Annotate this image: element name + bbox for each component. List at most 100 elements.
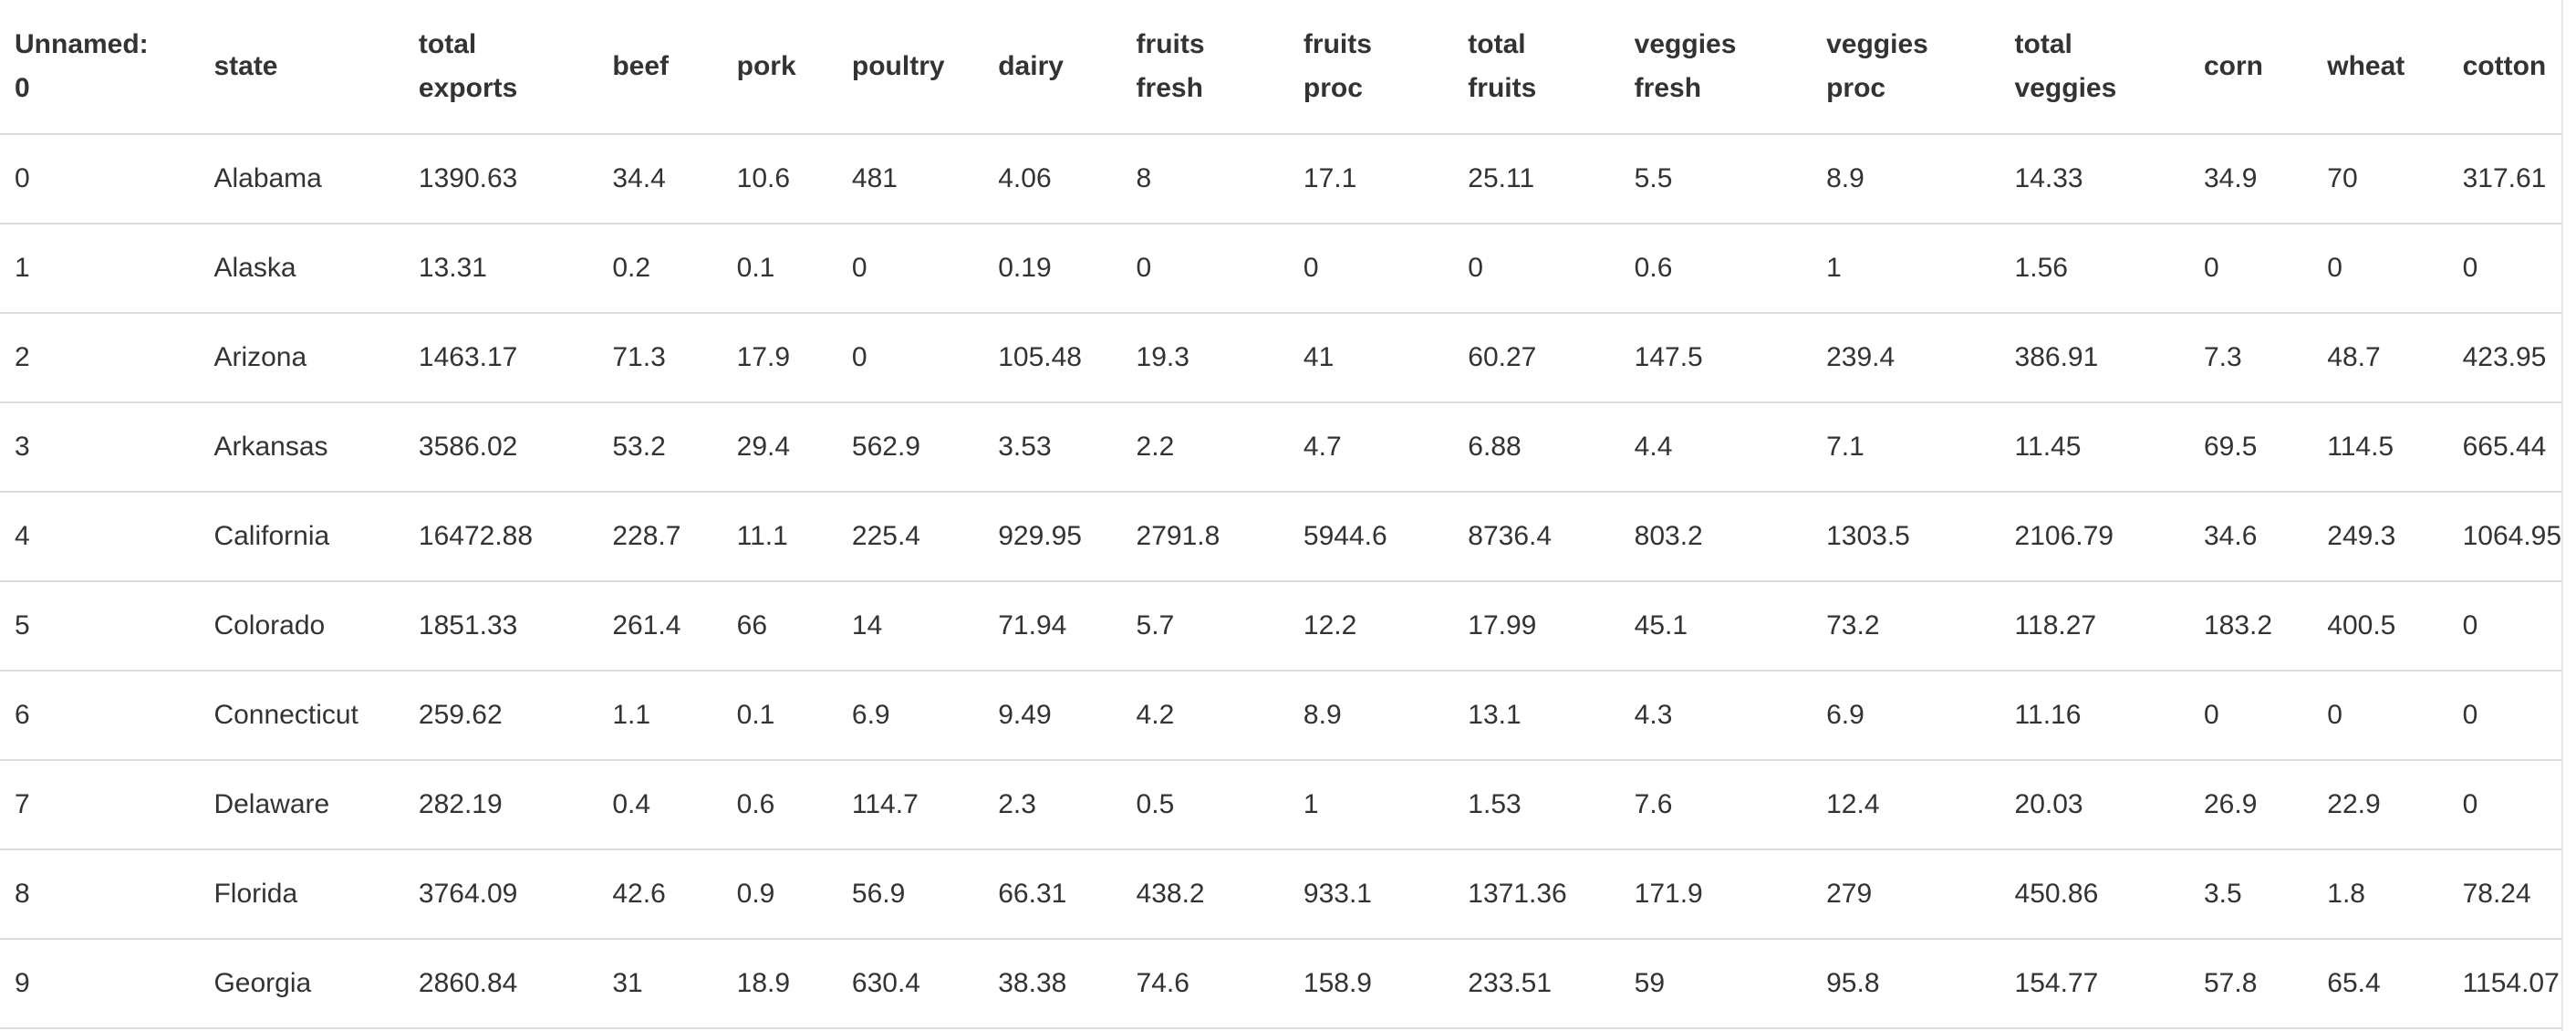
table-cell: 423.95 bbox=[2447, 313, 2576, 403]
table-cell: 1154.07 bbox=[2447, 939, 2576, 1029]
table-cell: 0.5 bbox=[1121, 760, 1289, 850]
table-cell: 3586.02 bbox=[403, 402, 598, 493]
table-cell: 2 bbox=[0, 313, 200, 403]
column-header: wheat bbox=[2312, 0, 2448, 135]
table-cell: 95.8 bbox=[1812, 939, 2000, 1029]
table-cell: Florida bbox=[199, 849, 404, 940]
table-cell: 1064.95 bbox=[2447, 492, 2576, 582]
table-row: 1 Alaska 13.31 0.2 0.1 0 0.19 0 0 0 0.6 1 1.56 0 0 0 bbox=[0, 224, 2576, 314]
table-cell: 18.9 bbox=[722, 939, 837, 1029]
column-header: beef bbox=[597, 0, 722, 135]
table-cell: 233.51 bbox=[1453, 939, 1620, 1029]
table-cell: 78.24 bbox=[2447, 849, 2576, 940]
table-cell: 3 bbox=[0, 402, 200, 493]
table-cell: 0 bbox=[2447, 671, 2576, 761]
table-cell: 3764.09 bbox=[403, 849, 598, 940]
table-cell: 2.2 bbox=[1121, 402, 1289, 493]
table-cell: Georgia bbox=[199, 939, 404, 1029]
column-header: corn bbox=[2188, 0, 2313, 135]
table-cell: 0 bbox=[2447, 581, 2576, 672]
table-cell: 45.1 bbox=[1619, 581, 1813, 672]
table-cell: 225.4 bbox=[836, 492, 984, 582]
table-cell: 7.1 bbox=[1812, 402, 2000, 493]
table-cell: 282.19 bbox=[403, 760, 598, 850]
table-row: 3 Arkansas 3586.02 53.2 29.4 562.9 3.53 2.2 4.7 6… bbox=[0, 402, 2576, 493]
table-cell: 60.27 bbox=[1453, 313, 1620, 403]
table-cell: 0 bbox=[2312, 224, 2448, 314]
table-cell: 71.94 bbox=[983, 581, 1122, 672]
column-header: poultry bbox=[836, 0, 984, 135]
table-cell: 1851.33 bbox=[403, 581, 598, 672]
table-cell: 481 bbox=[836, 134, 984, 224]
table-cell: 0 bbox=[1288, 224, 1454, 314]
table-cell: 56.9 bbox=[836, 849, 984, 940]
table-cell: 630.4 bbox=[836, 939, 984, 1029]
table-cell: 6.88 bbox=[1453, 402, 1620, 493]
table-row: 0 Alabama 1390.63 34.4 10.6 481 4.06 8 17.1 25.11… bbox=[0, 134, 2576, 224]
table-cell: 228.7 bbox=[597, 492, 722, 582]
table-cell: 114.5 bbox=[2312, 402, 2448, 493]
table-cell: 17.99 bbox=[1453, 581, 1620, 672]
table-cell: 8.9 bbox=[1812, 134, 2000, 224]
table-cell: 70 bbox=[2312, 134, 2448, 224]
table-cell: 6.9 bbox=[1812, 671, 2000, 761]
table-cell: 16472.88 bbox=[403, 492, 598, 582]
table-cell: 41 bbox=[1288, 313, 1454, 403]
table-cell: Alabama bbox=[199, 134, 404, 224]
table-cell: 0.9 bbox=[722, 849, 837, 940]
table-cell: 317.61 bbox=[2447, 134, 2576, 224]
table-cell: 5.7 bbox=[1121, 581, 1289, 672]
table-cell: 0 bbox=[836, 313, 984, 403]
column-header: dairy bbox=[983, 0, 1122, 135]
table-cell: 0 bbox=[2447, 224, 2576, 314]
table-cell: 7.3 bbox=[2188, 313, 2313, 403]
table-row: 6 Connecticut 259.62 1.1 0.1 6.9 9.49 4.2 8.9 13.… bbox=[0, 671, 2576, 761]
table-cell: 118.27 bbox=[2000, 581, 2189, 672]
table-cell: 0.1 bbox=[722, 671, 837, 761]
table-cell: 0 bbox=[836, 224, 984, 314]
table-cell: 7.6 bbox=[1619, 760, 1813, 850]
table-cell: 3.5 bbox=[2188, 849, 2313, 940]
table-cell: 73.2 bbox=[1812, 581, 2000, 672]
column-header: fruits fresh bbox=[1121, 0, 1289, 135]
vertical-scrollbar[interactable] bbox=[2561, 0, 2576, 1031]
table-cell: 17.1 bbox=[1288, 134, 1454, 224]
table-cell: 69.5 bbox=[2188, 402, 2313, 493]
table-cell: 10.6 bbox=[722, 134, 837, 224]
column-header: total veggies bbox=[2000, 0, 2189, 135]
table-cell: 147.5 bbox=[1619, 313, 1813, 403]
table-cell: 42.6 bbox=[597, 849, 722, 940]
table-cell: 8 bbox=[0, 849, 200, 940]
table-cell: 154.77 bbox=[2000, 939, 2189, 1029]
table-cell: 5.5 bbox=[1619, 134, 1813, 224]
table-cell: 0.2 bbox=[597, 224, 722, 314]
table-cell: 0.6 bbox=[1619, 224, 1813, 314]
table-cell: 66.31 bbox=[983, 849, 1122, 940]
table-cell: 17.9 bbox=[722, 313, 837, 403]
table-cell: 11.1 bbox=[722, 492, 837, 582]
table-cell: 0 bbox=[1453, 224, 1620, 314]
table-cell: 65.4 bbox=[2312, 939, 2448, 1029]
table-cell: 7 bbox=[0, 760, 200, 850]
table-cell: 171.9 bbox=[1619, 849, 1813, 940]
table-cell: 13.1 bbox=[1453, 671, 1620, 761]
table-cell: 0 bbox=[2447, 760, 2576, 850]
table-cell: Colorado bbox=[199, 581, 404, 672]
table-cell: 438.2 bbox=[1121, 849, 1289, 940]
table-cell: 12.2 bbox=[1288, 581, 1454, 672]
table-cell: 25.11 bbox=[1453, 134, 1620, 224]
table-cell: 19.3 bbox=[1121, 313, 1289, 403]
column-header: veggies proc bbox=[1812, 0, 2000, 135]
table-row: 7 Delaware 282.19 0.4 0.6 114.7 2.3 0.5 1 1.53 7.6… bbox=[0, 760, 2576, 850]
table-cell: 31 bbox=[597, 939, 722, 1029]
table-cell: 1 bbox=[1812, 224, 2000, 314]
table-cell: 2.3 bbox=[983, 760, 1122, 850]
table-cell: 0 bbox=[2188, 224, 2313, 314]
column-header: state bbox=[199, 0, 404, 135]
table-cell: 34.4 bbox=[597, 134, 722, 224]
table-cell: 665.44 bbox=[2447, 402, 2576, 493]
table-cell: 239.4 bbox=[1812, 313, 2000, 403]
table-cell: 400.5 bbox=[2312, 581, 2448, 672]
table-cell: 0 bbox=[2312, 671, 2448, 761]
